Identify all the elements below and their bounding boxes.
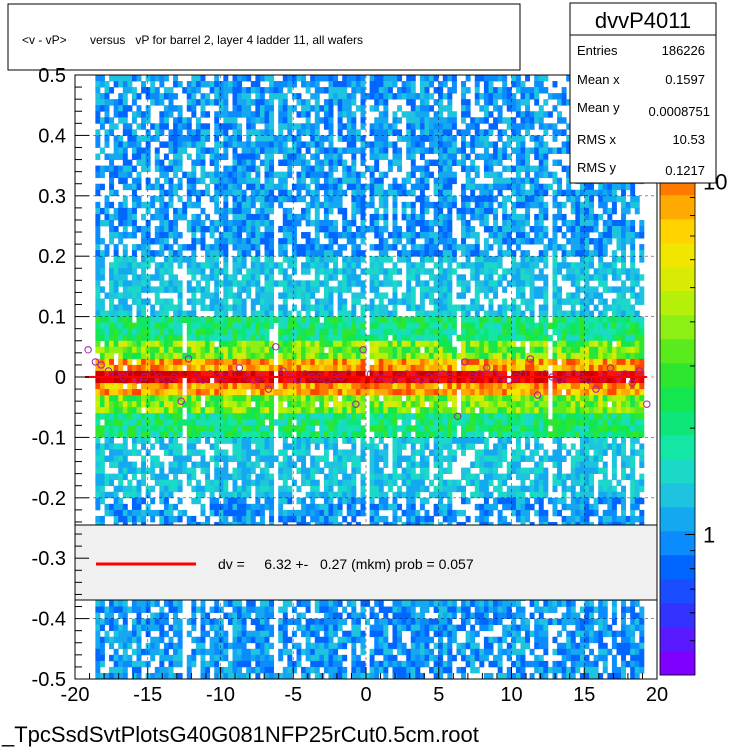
stats-label-mean-y: Mean y: [577, 100, 620, 115]
y-tick-label: 0: [55, 367, 66, 389]
stats-value-entries: 186226: [662, 43, 705, 58]
y-tick-label: -0.1: [32, 427, 66, 449]
stats-value-rms-y: 0.1217: [665, 163, 705, 178]
stats-value-mean-x: 0.1597: [665, 72, 705, 87]
stats-label-entries: Entries: [577, 43, 618, 58]
stats-label-mean-x: Mean x: [577, 72, 620, 87]
x-tick-label: -15: [133, 684, 162, 706]
stats-label-rms-y: RMS y: [577, 160, 617, 175]
profile-point: [644, 401, 650, 407]
stats-box: dvvP4011 Entries 186226 Mean x 0.1597 Me…: [570, 3, 716, 183]
stats-name: dvvP4011: [595, 8, 691, 33]
footer-filename: _TpcSsdSvtPlotsG40G081NFP25rCut0.5cm.roo…: [1, 722, 479, 747]
x-tick-label: -10: [206, 684, 235, 706]
y-tick-label: -0.2: [32, 488, 66, 510]
y-tick-label: 0.3: [38, 186, 66, 208]
x-tick-label: -5: [284, 684, 302, 706]
y-tick-label: -0.5: [32, 669, 66, 691]
stats-value-mean-y: 0.0008751: [649, 104, 710, 119]
x-tick-label: 15: [573, 684, 595, 706]
z-tick-label: 1: [703, 522, 715, 547]
y-tick-label: 0.1: [38, 307, 66, 329]
chart-title: <v - vP> versus vP for barrel 2, layer 4…: [22, 33, 363, 47]
x-tick-label: 10: [500, 684, 522, 706]
stats-label-rms-x: RMS x: [577, 132, 617, 147]
x-tick-label: 0: [360, 684, 371, 706]
y-tick-label: -0.4: [32, 609, 66, 631]
x-tick-label: 20: [646, 684, 668, 706]
x-tick-label: 5: [433, 684, 444, 706]
legend-text: dv = 6.32 +- 0.27 (mkm) prob = 0.057: [218, 556, 474, 572]
y-tick-label: 0.4: [38, 125, 66, 147]
profile-point: [85, 347, 91, 353]
y-tick-label: 0.5: [38, 65, 66, 87]
stats-value-rms-x: 10.53: [672, 132, 705, 147]
y-tick-label: -0.3: [32, 548, 66, 570]
y-tick-label: 0.2: [38, 246, 66, 268]
